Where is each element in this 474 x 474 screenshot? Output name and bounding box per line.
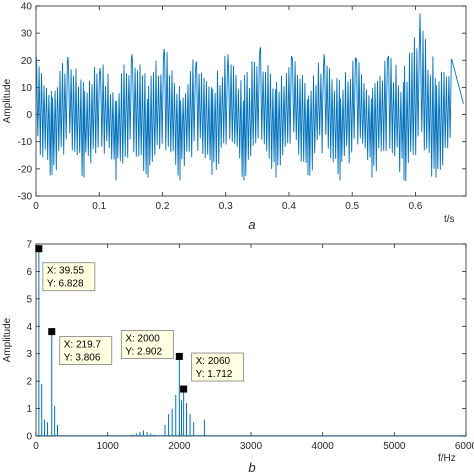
panel-a-x-ticks: 0 0.1 0.2 0.3 0.4 0.5 0.6: [33, 6, 423, 212]
panel-b-data-tip-marker: [180, 385, 188, 393]
panel-a-extremum-point: [179, 179, 181, 181]
panel-a-extremum-point: [243, 179, 245, 181]
panel-a-extremum-point: [275, 176, 277, 178]
panel-a-time-signal: -30 -20 -10 0 10 20 30 40 0 0.1 0.2 0.3 0.4 0.5 0.6 A…: [2, 2, 467, 232]
panel-b-y-tick-label: 6: [26, 267, 32, 278]
panel-b-x-ticks: 0 1000 2000 3000 4000 5000 6000: [33, 244, 474, 452]
panel-a-y-tick-label: -20: [18, 164, 33, 175]
panel-b-y-tick-label: 2: [26, 377, 32, 388]
panel-a-y-tick-label: 40: [21, 2, 33, 13]
panel-a-y-tick-label: 0: [26, 110, 32, 121]
panel-b-y-tick-label: 1: [26, 404, 32, 415]
panel-b-y-tick-label: 3: [26, 349, 32, 360]
panel-b-y-tick-label: 0: [26, 432, 32, 443]
panel-a-extremum-point: [291, 56, 293, 59]
panel-a-x-tick-label: 0.1: [92, 201, 106, 212]
panel-a-extremum-point: [195, 62, 197, 64]
panel-b-y-ticks: 0 1 2 3 4 5 6 7: [26, 240, 466, 443]
panel-a-y-tick-label: 10: [21, 83, 33, 94]
panel-a-extremum-point: [83, 176, 85, 178]
panel-a-extremum-point: [147, 176, 149, 178]
panel-b-spectrum: 0 1 2 3 4 5 6 7 0 1000 2000 3000 4000 5000 6000 X: 39…: [2, 240, 474, 474]
panel-a-y-tick-label: 20: [21, 56, 33, 67]
panel-a-extremum-point: [355, 59, 357, 61]
panel-a-extremum-point: [227, 54, 229, 56]
panel-a-extremum-point: [35, 54, 37, 56]
panel-b-data-tips: X: 39.55 Y: 6.828 X: 219.7 Y: 3.806 X: 2000 Y…: [35, 245, 245, 393]
panel-b-data-tip-box: [42, 262, 96, 292]
panel-a-extremum-point: [67, 56, 69, 59]
panel-b-y-axis-label: Amplitude: [2, 317, 13, 362]
panel-a-x-tick-label: 0.4: [282, 201, 296, 212]
panel-b-data-tip-marker: [175, 352, 183, 360]
panel-b-x-axis-label: f/Hz: [438, 453, 456, 464]
panel-a-y-tick-label: -30: [18, 192, 33, 203]
panel-a-extremum-point: [323, 54, 325, 56]
panel-a-extremum-point: [371, 176, 373, 178]
panel-a-extremum-point: [307, 173, 309, 175]
panel-a-extremum-point: [259, 48, 261, 51]
panel-a-extremum-point: [403, 179, 405, 181]
panel-b-data-tip-box: [191, 352, 245, 382]
panel-a-extremum-point: [387, 56, 389, 59]
panel-b-x-tick-label: 5000: [383, 441, 406, 452]
panel-b-x-tick-label: 2000: [168, 441, 191, 452]
panel-b-data-tip-y: Y: 2.902: [125, 346, 162, 357]
panel-b-data-tip-y: Y: 1.712: [196, 369, 233, 380]
panel-a-extremum-point: [115, 179, 117, 181]
panel-b-data-tip-marker: [35, 245, 43, 253]
panel-a-extremum-point: [163, 48, 165, 51]
panel-a-x-tick-label: 0.3: [219, 201, 233, 212]
panel-b-data-tip-x: X: 39.55: [47, 266, 85, 277]
panel-a-x-tick-label: 0: [33, 201, 39, 212]
panel-a-y-tick-label: -10: [18, 137, 33, 148]
panel-b-x-tick-label: 0: [33, 441, 39, 452]
panel-b-y-tick-label: 7: [26, 240, 32, 251]
panel-b-data-tip-box: [120, 330, 174, 359]
panel-b-x-tick-label: 4000: [312, 441, 335, 452]
panel-a-y-ticks: -30 -20 -10 0 10 20 30 40: [18, 2, 466, 203]
panel-b-data-tip-x: X: 219.7: [64, 340, 102, 351]
panel-b-x-tick-label: 3000: [240, 441, 263, 452]
panel-a-signal-line: [35, 14, 464, 182]
panel-a-y-axis-label: Amplitude: [2, 78, 13, 123]
panel-a-x-axis-label: t/s: [444, 214, 455, 225]
panel-b-data-tip-y: Y: 6.828: [47, 279, 84, 290]
panel-a-extremum-point: [211, 173, 213, 175]
panel-b-data-tip-x: X: 2060: [196, 356, 231, 367]
panel-a-extremum-point: [99, 67, 101, 70]
panel-b-y-tick-label: 5: [26, 294, 32, 305]
panel-a-extremum-point: [419, 13, 421, 15]
panel-a-signal-trace: [35, 13, 464, 182]
panel-b-data-tip-y: Y: 3.806: [64, 353, 101, 364]
panel-a-extremum-point: [51, 173, 53, 175]
panel-a-extremum-point: [339, 179, 341, 181]
panel-a-x-tick-label: 0.2: [156, 201, 170, 212]
panel-b-caption: b: [248, 460, 255, 474]
panel-b-data-tip-x: X: 2000: [125, 333, 160, 344]
panel-a-extremum-point: [451, 59, 453, 61]
panel-b-y-tick-label: 4: [26, 322, 32, 333]
panel-a-extremum-point: [131, 54, 133, 56]
panel-a-caption: a: [248, 217, 255, 232]
panel-b-data-tip-box: [59, 336, 113, 366]
panel-b-x-tick-label: 1000: [97, 441, 120, 452]
panel-a-y-tick-label: 30: [21, 29, 33, 40]
panel-a-x-tick-label: 0.6: [408, 201, 422, 212]
panel-b-spectrum-trace: [36, 248, 466, 436]
panel-a-extremum-point: [435, 176, 437, 178]
panel-b-data-tip-marker: [48, 328, 56, 336]
panel-a-x-tick-label: 0.5: [345, 201, 359, 212]
panel-b-x-tick-label: 6000: [455, 441, 474, 452]
